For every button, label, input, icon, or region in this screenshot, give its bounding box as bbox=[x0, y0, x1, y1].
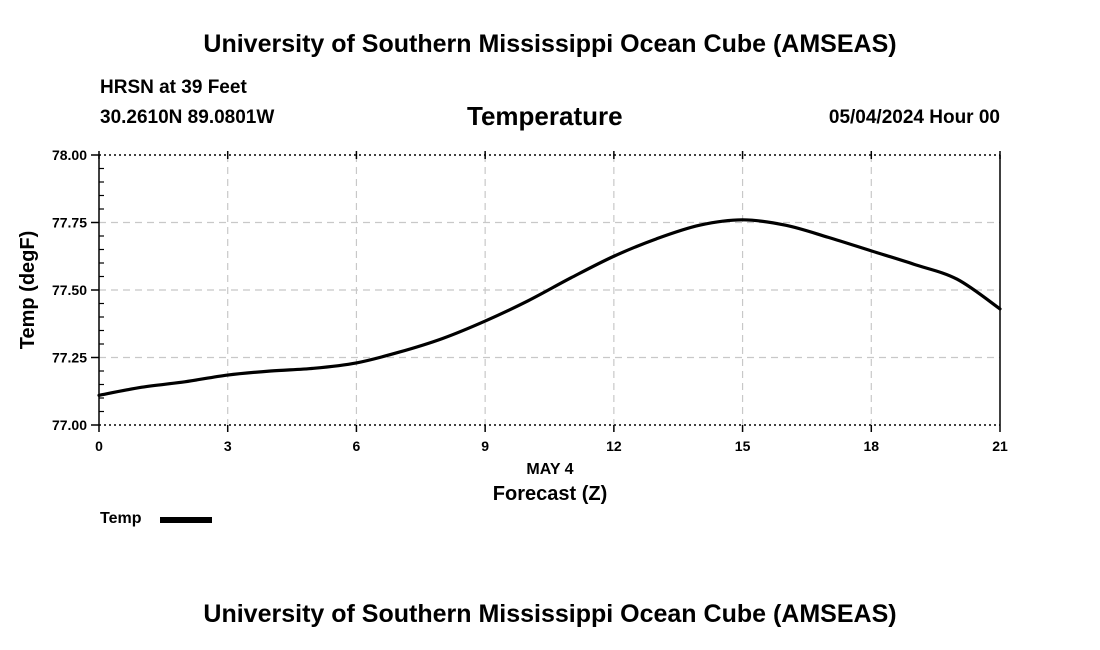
x-tick-label: 12 bbox=[606, 438, 622, 454]
y-tick-label: 77.25 bbox=[52, 350, 87, 366]
x-axis-date-label: MAY 4 bbox=[526, 461, 573, 478]
x-tick-label: 18 bbox=[863, 438, 879, 454]
y-tick-label: 77.75 bbox=[52, 215, 87, 231]
x-tick-label: 9 bbox=[481, 438, 489, 454]
y-tick-label: 78.00 bbox=[52, 147, 87, 163]
x-axis-label: Forecast (Z) bbox=[493, 483, 607, 505]
series-layer bbox=[99, 220, 1000, 395]
x-tick-label: 0 bbox=[95, 438, 103, 454]
axis-labels: Temp (degF) MAY 4 Forecast (Z) 77.00 77.2… bbox=[17, 147, 1008, 505]
x-tick-label: 21 bbox=[992, 438, 1008, 454]
x-tick-label: 15 bbox=[735, 438, 751, 454]
y-axis-label: Temp (degF) bbox=[17, 231, 39, 350]
y-tick-label: 77.00 bbox=[52, 417, 87, 433]
temperature-chart: Temp (degF) MAY 4 Forecast (Z) 77.00 77.2… bbox=[0, 0, 1100, 510]
legend-swatch bbox=[160, 517, 212, 523]
legend-label: Temp bbox=[100, 510, 141, 528]
chart-title-bottom: University of Southern Mississippi Ocean… bbox=[0, 600, 1100, 629]
x-tick-label: 3 bbox=[224, 438, 232, 454]
y-tick-label: 77.50 bbox=[52, 282, 87, 298]
x-tick-label: 6 bbox=[353, 438, 361, 454]
temp-series-line bbox=[99, 220, 1000, 395]
